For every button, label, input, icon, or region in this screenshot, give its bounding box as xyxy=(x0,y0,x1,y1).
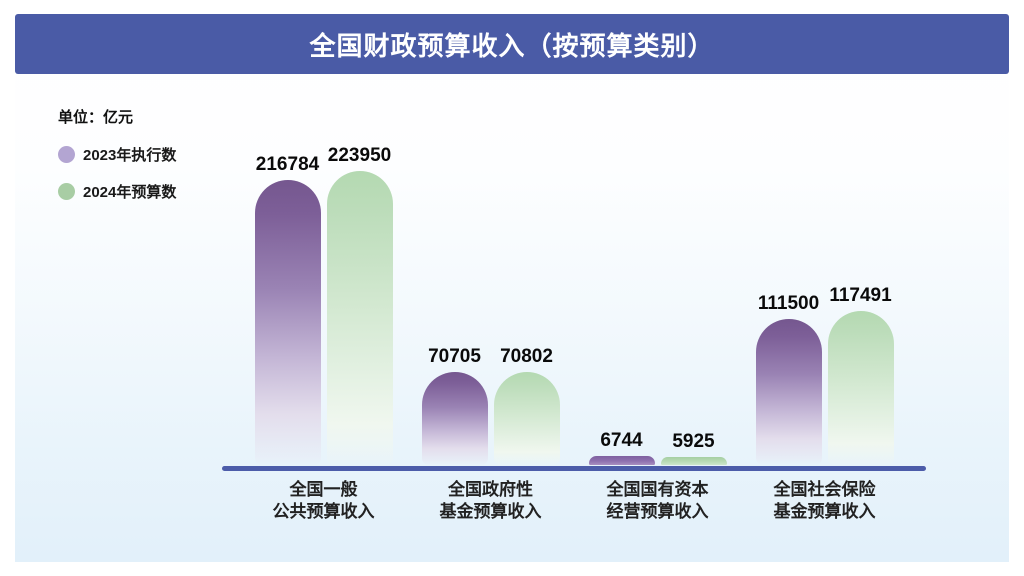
bar-2023-group2 xyxy=(421,372,488,465)
legend-label: 2023年执行数 xyxy=(83,146,177,164)
bar-value-label: 223950 xyxy=(327,145,392,166)
bar-2023-group1 xyxy=(254,180,321,465)
bar-value-label: 216784 xyxy=(255,154,320,175)
unit-label: 单位：亿元 xyxy=(58,109,134,126)
legend-item-2024: 2024年预算数 xyxy=(58,181,176,201)
bar-value-label: 5925 xyxy=(672,431,715,452)
legend: 2023年执行数 2024年预算数 xyxy=(58,144,176,218)
bar-value-label: 6744 xyxy=(600,430,643,451)
legend-item-2023: 2023年执行数 xyxy=(58,144,176,164)
legend-label: 2024年预算数 xyxy=(83,183,177,201)
bar-2024-group4 xyxy=(827,311,894,465)
bar-value-label: 111500 xyxy=(757,293,820,314)
bar-2024-group2 xyxy=(493,372,560,465)
category-label-group2: 全国政府性 基金预算收入 xyxy=(439,480,542,522)
legend-swatch-icon xyxy=(58,145,75,163)
bar-2023-group4 xyxy=(755,319,822,465)
bar-2023-group3 xyxy=(588,456,655,465)
bar-2024-group1 xyxy=(326,171,393,465)
category-label-group4: 全国社会保险 基金预算收入 xyxy=(773,480,876,522)
bar-2024-group3 xyxy=(660,457,727,465)
chart-title-banner: 全国财政预算收入（按预算类别） xyxy=(15,14,1009,74)
bar-value-label: 117491 xyxy=(829,285,892,306)
category-label-group3: 全国国有资本 经营预算收入 xyxy=(606,480,709,522)
x-axis-line xyxy=(222,466,926,471)
legend-swatch-icon xyxy=(58,182,75,200)
bar-value-label: 70802 xyxy=(500,346,553,367)
category-label-group1: 全国一般 公共预算收入 xyxy=(272,480,375,522)
bar-value-label: 70705 xyxy=(428,346,481,367)
chart-title: 全国财政预算收入（按预算类别） xyxy=(309,30,715,61)
